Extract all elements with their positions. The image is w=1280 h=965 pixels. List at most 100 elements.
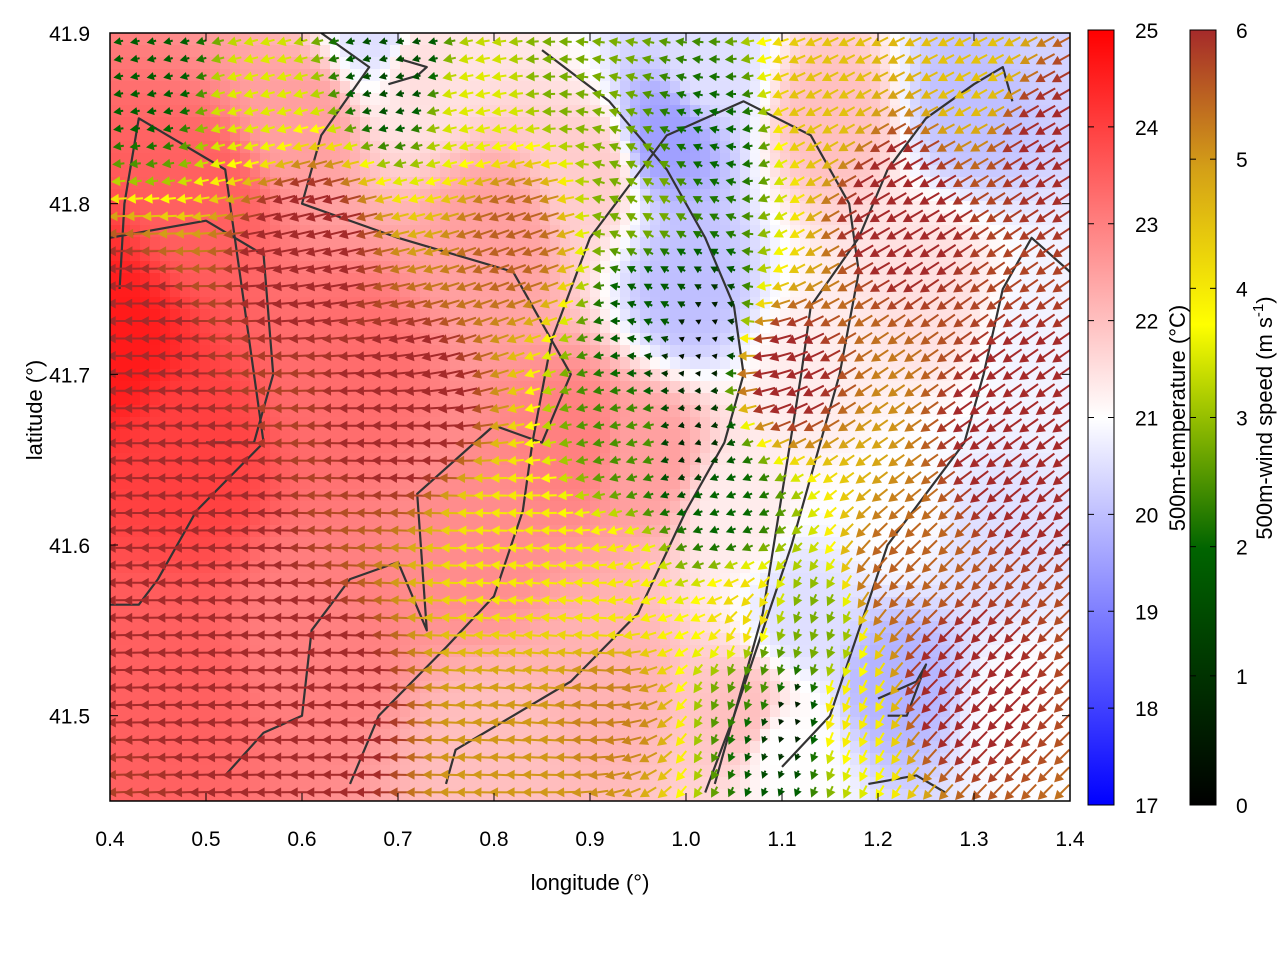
heatmap-cell <box>860 117 871 130</box>
heatmap-cell <box>750 153 761 166</box>
heatmap-cell <box>370 429 381 442</box>
heatmap-cell <box>900 417 911 430</box>
heatmap-cell <box>720 633 731 646</box>
heatmap-cell <box>920 585 931 598</box>
heatmap-cell <box>610 621 621 634</box>
heatmap-cell <box>710 309 721 322</box>
heatmap-cell <box>480 369 491 382</box>
heatmap-cell <box>830 45 841 58</box>
heatmap-cell <box>620 69 631 82</box>
heatmap-cell <box>360 225 371 238</box>
heatmap-cell <box>250 585 261 598</box>
heatmap-cell <box>170 177 181 190</box>
heatmap-cell <box>780 513 791 526</box>
heatmap-cell <box>790 153 801 166</box>
heatmap-cell <box>790 369 801 382</box>
heatmap-cell <box>120 549 131 562</box>
heatmap-cell <box>170 465 181 478</box>
heatmap-cell <box>510 285 521 298</box>
heatmap-cell <box>350 429 361 442</box>
heatmap-cell <box>150 309 161 322</box>
heatmap-cell <box>450 357 461 370</box>
heatmap-cell <box>670 261 681 274</box>
heatmap-cell <box>580 417 591 430</box>
heatmap-cell <box>330 309 341 322</box>
heatmap-cell <box>190 345 201 358</box>
heatmap-cell <box>920 537 931 550</box>
heatmap-cell <box>960 297 971 310</box>
heatmap-cell <box>670 369 681 382</box>
heatmap-cell <box>1000 153 1011 166</box>
heatmap-cell <box>720 441 731 454</box>
heatmap-cell <box>670 249 681 262</box>
heatmap-cell <box>300 321 311 334</box>
heatmap-cell <box>880 465 891 478</box>
heatmap-cell <box>340 57 351 70</box>
heatmap-cell <box>900 261 911 274</box>
heatmap-cell <box>1010 93 1021 106</box>
heatmap-cell <box>720 465 731 478</box>
heatmap-cell <box>860 621 871 634</box>
heatmap-cell <box>1030 597 1041 610</box>
heatmap-cell <box>780 285 791 298</box>
heatmap-cell <box>360 45 371 58</box>
heatmap-cell <box>520 573 531 586</box>
heatmap-cell <box>630 237 641 250</box>
heatmap-cell <box>620 645 631 658</box>
heatmap-cell <box>920 153 931 166</box>
heatmap-cell <box>700 117 711 130</box>
heatmap-cell <box>950 357 961 370</box>
heatmap-cell <box>1040 381 1051 394</box>
heatmap-cell <box>360 393 371 406</box>
heatmap-cell <box>160 117 171 130</box>
heatmap-cell <box>230 189 241 202</box>
heatmap-cell <box>840 345 851 358</box>
heatmap-cell <box>890 93 901 106</box>
heatmap-cell <box>270 201 281 214</box>
heatmap-cell <box>690 249 701 262</box>
heatmap-cell <box>740 117 751 130</box>
heatmap-cell <box>1010 585 1021 598</box>
heatmap-cell <box>1040 441 1051 454</box>
heatmap-cell <box>1030 117 1041 130</box>
heatmap-cell <box>880 141 891 154</box>
heatmap-cell <box>130 441 141 454</box>
heatmap-cell <box>580 633 591 646</box>
heatmap-cell <box>920 237 931 250</box>
heatmap-cell <box>830 345 841 358</box>
heatmap-cell <box>200 633 211 646</box>
heatmap-cell <box>750 477 761 490</box>
heatmap-cell <box>1010 621 1021 634</box>
heatmap-cell <box>830 141 841 154</box>
heatmap-cell <box>110 45 121 58</box>
heatmap-cell <box>220 201 231 214</box>
heatmap-cell <box>380 321 391 334</box>
heatmap-cell <box>110 201 121 214</box>
heatmap-cell <box>270 93 281 106</box>
heatmap-cell <box>840 165 851 178</box>
heatmap-cell <box>650 513 661 526</box>
heatmap-cell <box>320 81 331 94</box>
heatmap-cell <box>440 465 451 478</box>
heatmap-cell <box>220 393 231 406</box>
heatmap-cell <box>180 93 191 106</box>
heatmap-cell <box>380 33 391 46</box>
heatmap-cell <box>350 273 361 286</box>
heatmap-cell <box>890 213 901 226</box>
heatmap-cell <box>430 537 441 550</box>
heatmap-cell <box>680 441 691 454</box>
heatmap-cell <box>670 201 681 214</box>
heatmap-cell <box>680 633 691 646</box>
heatmap-cell <box>930 621 941 634</box>
heatmap-cell <box>680 453 691 466</box>
heatmap-cell <box>740 321 751 334</box>
heatmap-cell <box>120 93 131 106</box>
heatmap-cell <box>980 573 991 586</box>
heatmap-cell <box>580 237 591 250</box>
heatmap-cell <box>140 621 151 634</box>
heatmap-cell <box>170 345 181 358</box>
heatmap-cell <box>670 153 681 166</box>
heatmap-cell <box>630 117 641 130</box>
heatmap-cell <box>430 57 441 70</box>
heatmap-cell <box>140 189 151 202</box>
